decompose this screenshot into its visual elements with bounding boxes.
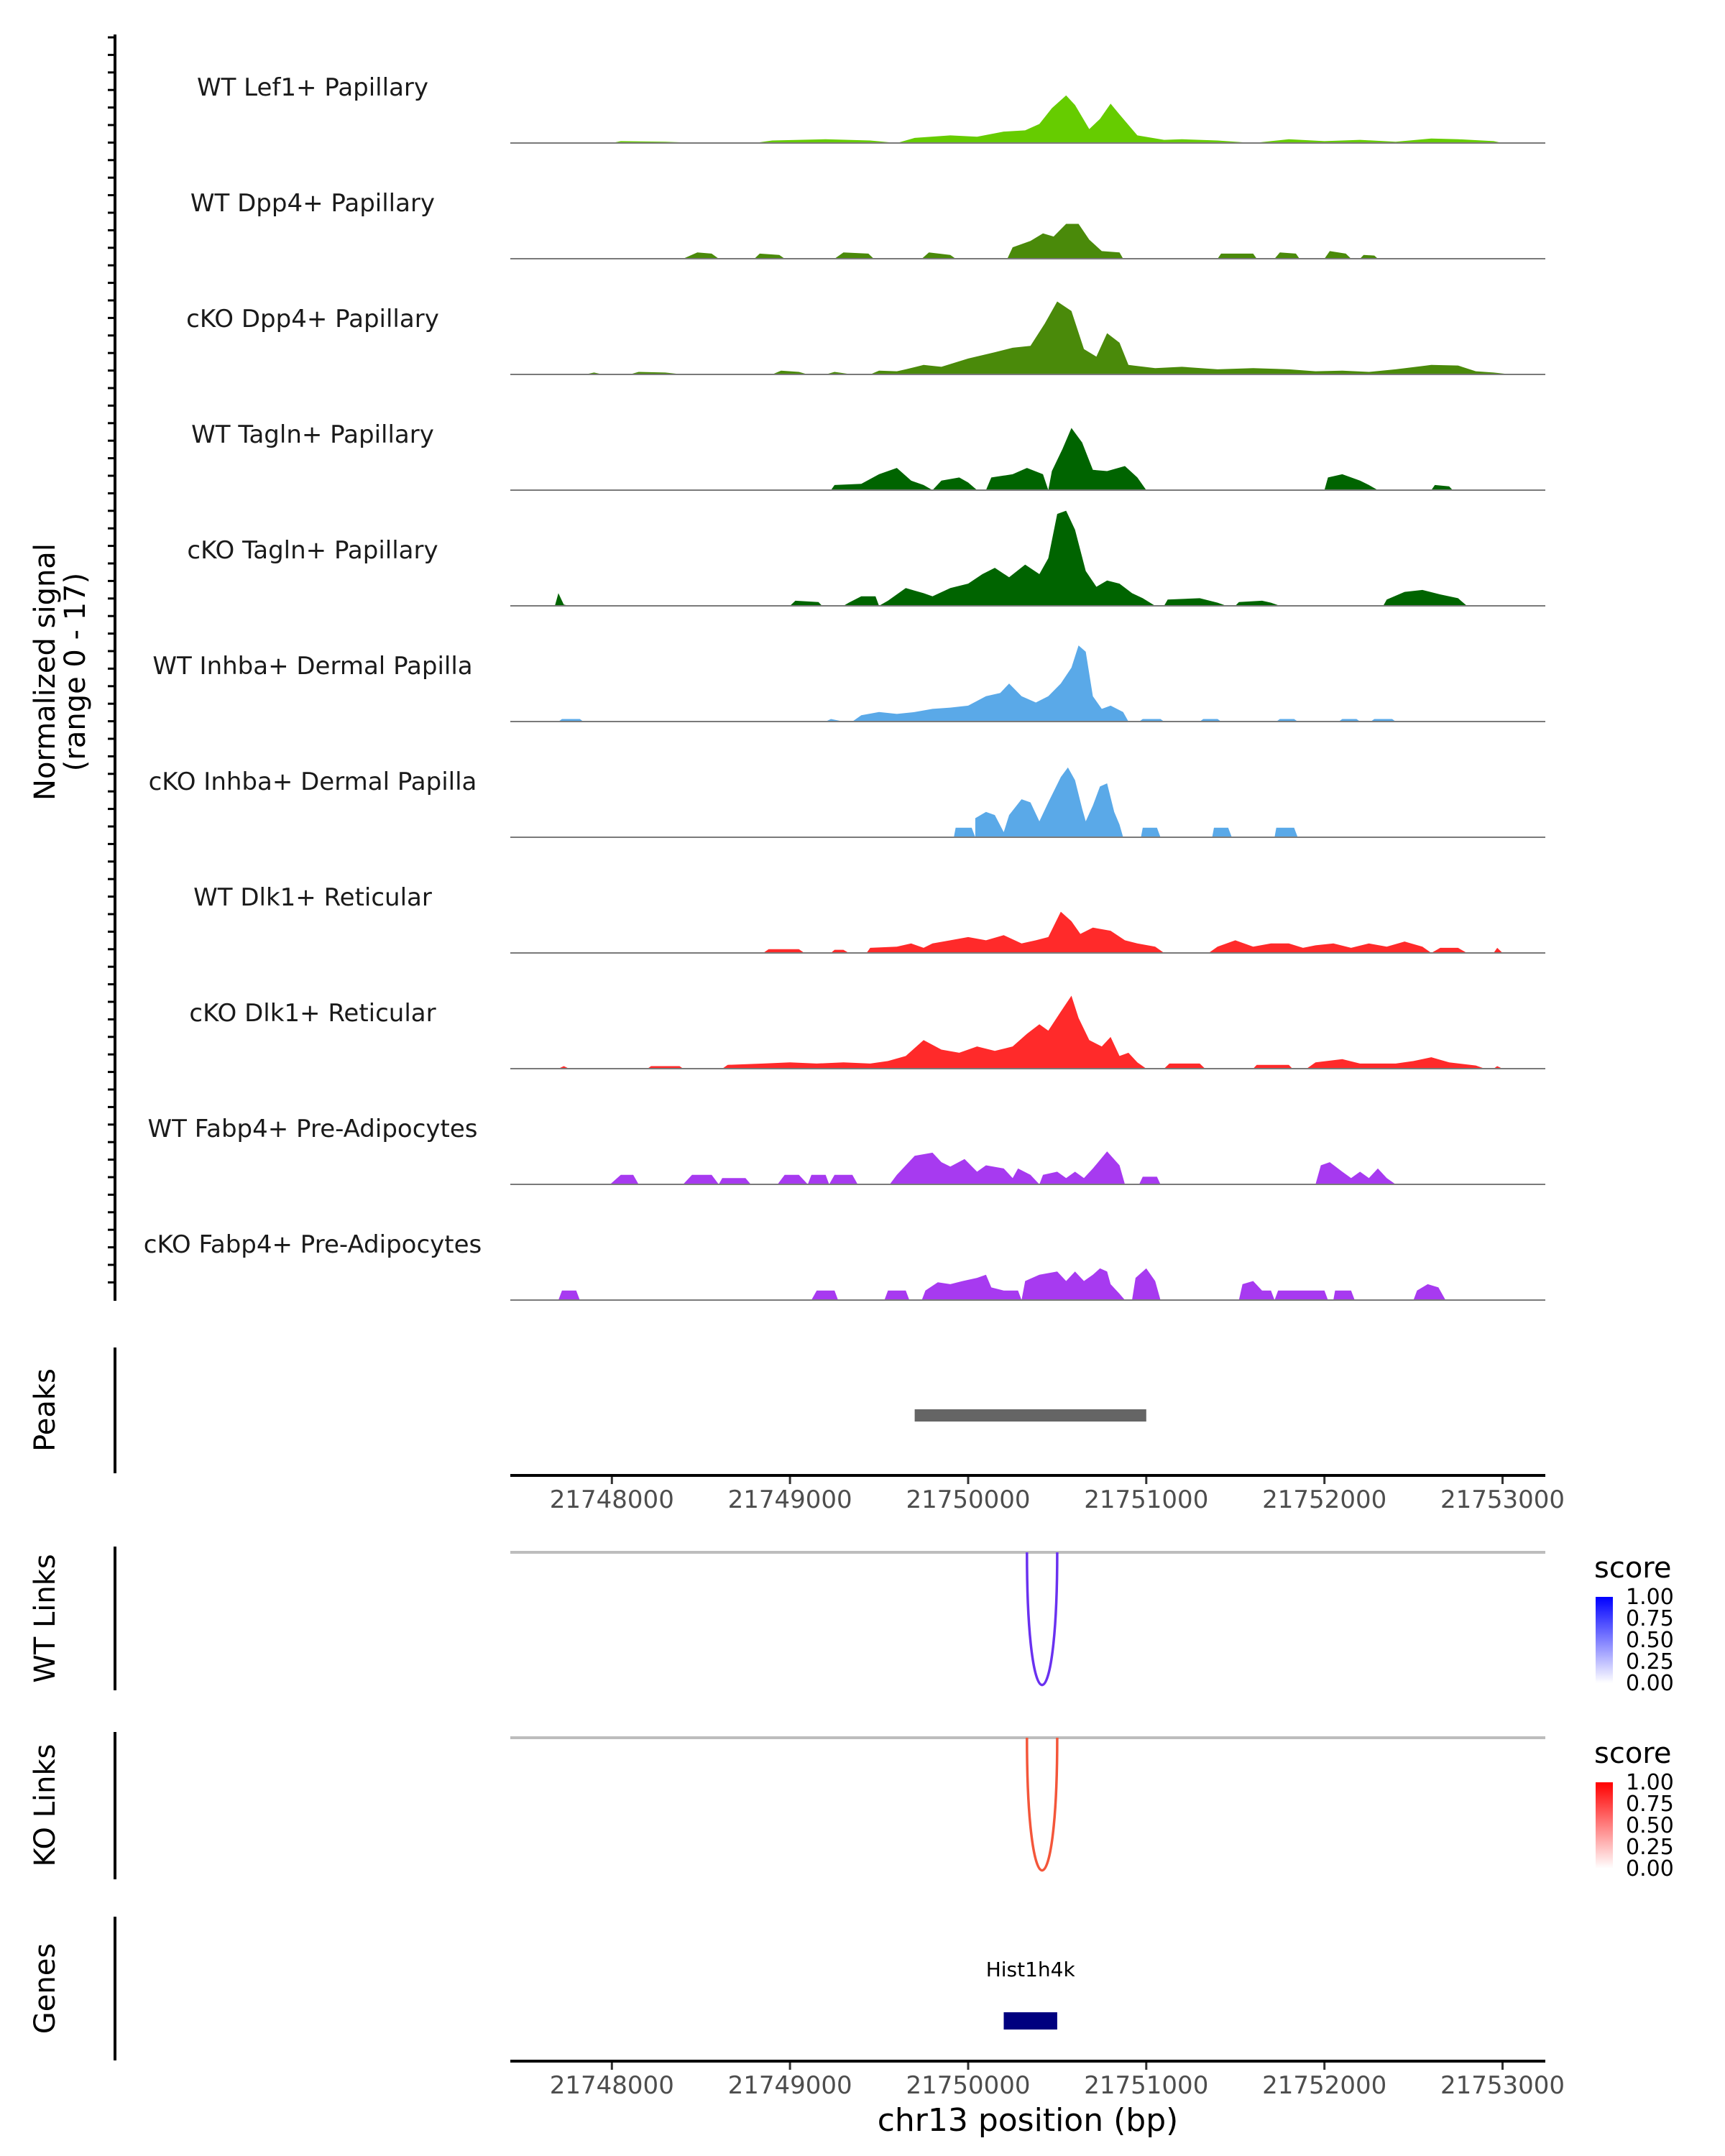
genes-y-label: Genes — [29, 1943, 62, 2034]
x-tick-label: 21749000 — [728, 1485, 852, 1514]
ko-legend-tick-label: 0.25 — [1626, 1835, 1674, 1860]
track-signal-area — [683, 224, 1378, 259]
track-label: cKO Fabp4+ Pre-Adipocytes — [144, 1230, 482, 1259]
gene-models: Hist1h4k — [986, 1958, 1076, 2030]
track-label: cKO Dlk1+ Reticular — [189, 999, 436, 1028]
coverage-track: WT Dlk1+ Reticular — [193, 883, 1545, 954]
peaks-y-label: Peaks — [29, 1368, 62, 1452]
coverage-y-label-line2: (range 0 - 17) — [59, 573, 92, 771]
ko-legend-colorbar — [1596, 1782, 1613, 1869]
coverage-track: WT Lef1+ Papillary — [197, 73, 1545, 144]
track-label: cKO Tagln+ Papillary — [187, 536, 438, 565]
track-signal-area — [558, 995, 1503, 1069]
track-label: WT Dpp4+ Papillary — [190, 189, 435, 218]
genes-panel: Genes Hist1h4k 21748000 21749000 21750000 2… — [29, 1917, 1565, 2139]
wt-legend-tick-label: 0.25 — [1626, 1649, 1674, 1674]
track-label: WT Fabp4+ Pre-Adipocytes — [148, 1115, 478, 1143]
track-signal-area — [610, 1151, 1396, 1184]
x-tick-label: 21750000 — [906, 2071, 1030, 2100]
gene-body — [1003, 2012, 1057, 2030]
ko-links-y-label: KO Links — [29, 1744, 62, 1867]
coverage-track: WT Dpp4+ Papillary — [190, 189, 1545, 259]
wt-legend-tick-label: 1.00 — [1626, 1585, 1674, 1610]
peak-regions — [914, 1409, 1146, 1422]
coverage-panel: Normalized signal (range 0 - 17) WT Lef1… — [29, 34, 1545, 1301]
coverage-track: cKO Tagln+ Papillary — [187, 510, 1545, 607]
coverage-track: WT Fabp4+ Pre-Adipocytes — [148, 1115, 1545, 1185]
wt-legend-colorbar — [1596, 1597, 1613, 1683]
track-signal-area — [555, 510, 1467, 606]
ko-links-panel: KO Links score 1.00 0.75 0.50 0.25 0.00 — [29, 1732, 1674, 1881]
track-label: cKO Inhba+ Dermal Papilla — [149, 768, 477, 796]
x-tick-label: 21750000 — [906, 1485, 1030, 1514]
coverage-track: cKO Fabp4+ Pre-Adipocytes — [144, 1230, 1545, 1301]
x-tick-label: 21753000 — [1440, 1485, 1565, 1514]
ko-legend-tick-label: 0.75 — [1626, 1792, 1674, 1817]
track-label: WT Lef1+ Papillary — [197, 73, 428, 102]
coverage-track: cKO Dlk1+ Reticular — [189, 995, 1545, 1069]
wt-legend-tick-label: 0.75 — [1626, 1606, 1674, 1631]
track-label: cKO Dpp4+ Papillary — [186, 305, 439, 333]
x-tick-label: 21751000 — [1084, 1485, 1208, 1514]
track-signal-area — [585, 301, 1512, 374]
coverage-track: WT Tagln+ Papillary — [191, 420, 1545, 491]
coverage-y-label-line1: Normalized signal — [29, 543, 62, 801]
coverage-tracks: WT Lef1+ Papillary WT Dpp4+ Papillary cKO … — [144, 73, 1545, 1301]
x-tick-label: 21748000 — [550, 2071, 674, 2100]
ko-legend-tick-label: 1.00 — [1626, 1770, 1674, 1795]
track-signal-area — [558, 1268, 1446, 1300]
wt-link-arc — [1026, 1552, 1059, 1687]
track-label: WT Dlk1+ Reticular — [193, 883, 432, 912]
ko-legend-tick-label: 0.50 — [1626, 1813, 1674, 1838]
ko-legend-title: score — [1594, 1737, 1671, 1770]
x-axis-bottom: 21748000 21749000 21750000 21751000 21752000… — [550, 2063, 1565, 2100]
x-tick-label: 21748000 — [550, 1485, 674, 1514]
coverage-track: WT Inhba+ Dermal Papilla — [152, 645, 1545, 722]
gene-label: Hist1h4k — [986, 1958, 1076, 1981]
x-tick-label: 21753000 — [1440, 2071, 1565, 2100]
ko-link-arc — [1026, 1737, 1059, 1872]
wt-links-y-label: WT Links — [29, 1554, 62, 1682]
track-signal-area — [831, 428, 1453, 490]
links-panels: WT Links score 1.00 0.75 0.50 0.25 0.00 … — [29, 1547, 1674, 1881]
x-axis-top: 21748000 21749000 21750000 21751000 21752000… — [550, 1477, 1565, 1514]
peaks-panel: Peaks 21748000 21749000 21750000 21751000 21… — [29, 1348, 1565, 1514]
wt-legend-title: score — [1594, 1552, 1671, 1585]
track-label: WT Tagln+ Papillary — [191, 420, 434, 449]
track-signal-area — [954, 767, 1298, 837]
x-tick-label: 21752000 — [1262, 2071, 1386, 2100]
x-axis-title: chr13 position (bp) — [878, 2102, 1179, 2139]
track-signal-area — [763, 911, 1503, 953]
track-label: WT Inhba+ Dermal Papilla — [152, 652, 472, 681]
x-tick-label: 21751000 — [1084, 2071, 1208, 2100]
coverage-y-ticks — [108, 36, 115, 1284]
wt-links-panel: WT Links score 1.00 0.75 0.50 0.25 0.00 — [29, 1547, 1674, 1696]
coverage-track: cKO Inhba+ Dermal Papilla — [149, 767, 1545, 838]
peak-region — [914, 1409, 1146, 1422]
track-signal-area — [558, 645, 1396, 722]
x-tick-label: 21749000 — [728, 2071, 852, 2100]
coverage-track: cKO Dpp4+ Papillary — [186, 301, 1545, 375]
wt-legend-tick-label: 0.00 — [1626, 1671, 1674, 1696]
track-signal-area — [612, 95, 1503, 143]
x-tick-label: 21752000 — [1262, 1485, 1386, 1514]
ko-legend-tick-label: 0.00 — [1626, 1856, 1674, 1881]
wt-legend-tick-label: 0.50 — [1626, 1628, 1674, 1653]
